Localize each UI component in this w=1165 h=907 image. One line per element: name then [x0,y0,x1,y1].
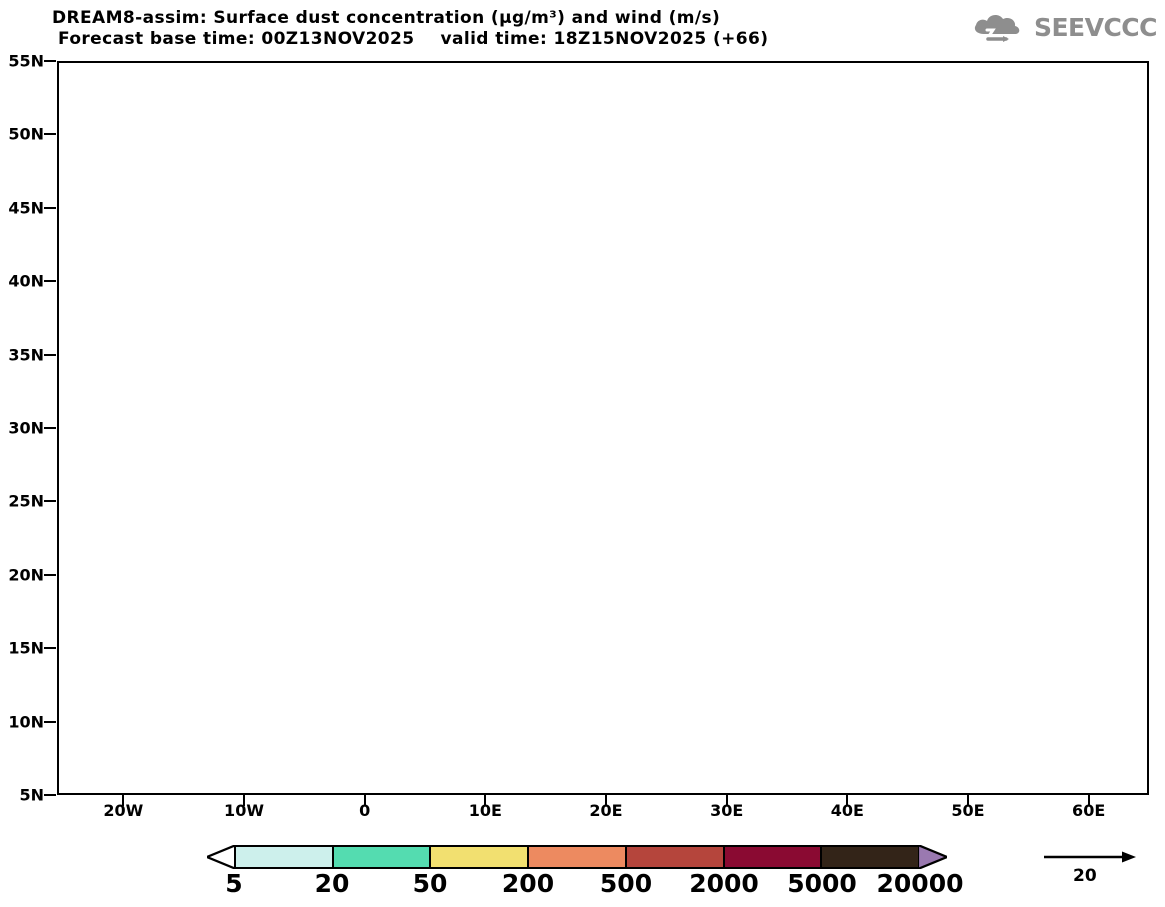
colorbar-swatch-50[interactable] [431,847,530,867]
wind-vector-icon [1044,851,1136,863]
lon-tick-label-50E: 50E [951,801,985,820]
colorbar-tick-5000: 5000 [787,869,857,898]
colorbar-tick-50: 50 [412,869,448,898]
lat-tick-mark [44,647,56,650]
lon-tick-label-20W: 20W [103,801,144,820]
colorbar-tick-5: 5 [225,869,243,898]
colorbar-tick-labels: 5 20 50 200 500 2000 5000 20000 [207,869,963,903]
map-border [57,61,1149,795]
lon-tick-mark [605,795,608,806]
lat-tick-label-50N: 50N [8,124,44,144]
lat-tick-mark [44,794,56,796]
lat-tick-label-55N: 55N [8,51,44,71]
lon-tick-mark [967,795,969,806]
chart-title-block: DREAM8-assim: Surface dust concentration… [52,8,1052,50]
colorbar-tick-2000: 2000 [689,869,759,898]
colorbar-swatch-5[interactable] [236,847,334,867]
lat-tick-label-20N: 20N [8,565,44,585]
colorbar-over-arrow [918,845,947,869]
colorbar-swatch-500[interactable] [626,847,725,867]
colorbar-under-arrow [207,845,236,869]
lat-tick-label-25N: 25N [8,491,44,511]
lon-tick-label-20E: 20E [589,801,623,820]
lon-tick-label-0: 0 [359,801,371,820]
lat-tick-label-45N: 45N [8,198,44,218]
lon-tick-label-10W: 10W [224,801,264,820]
lat-tick-label-35N: 35N [8,345,44,365]
lon-tick-mark [122,795,125,806]
lat-tick-mark [44,720,56,723]
colorbar[interactable] [207,845,947,869]
colorbar-swatch-200[interactable] [529,847,627,867]
lat-tick-mark [44,500,56,503]
lon-tick-label-10E: 10E [468,801,502,820]
lon-tick-mark [484,795,487,806]
lat-tick-label-40N: 40N [8,271,44,291]
lat-tick-mark [44,60,56,62]
logo-text: SEEVCCC [1033,12,1158,42]
lat-tick-label-5N: 5N [19,785,44,805]
lon-tick-mark [363,795,366,806]
colorbar-tick-20000: 20000 [876,869,964,898]
colorbar-tick-500: 500 [599,869,653,898]
lat-tick-mark [44,427,56,429]
colorbar-swatch-5000[interactable] [822,847,919,867]
lon-tick-label-40E: 40E [830,801,864,820]
lat-tick-mark [44,280,56,283]
lat-tick-mark [44,133,56,136]
lon-tick-mark [846,795,849,806]
title-line-2: Forecast base time: 00Z13NOV2025 valid ti… [52,29,1052,50]
lat-tick-mark [44,573,56,576]
lon-tick-label-30E: 30E [710,801,744,820]
colorbar-swatch-20[interactable] [333,847,432,867]
map-plot-area[interactable] [57,61,1149,795]
colorbar-tick-20: 20 [314,869,350,898]
cloud-wind-icon [974,15,1020,42]
colorbar-swatches[interactable] [234,845,920,869]
lat-tick-label-30N: 30N [8,418,44,438]
lat-tick-mark [44,206,56,209]
wind-scale-reference: 20 [1040,848,1150,896]
lon-tick-mark [725,795,728,806]
lon-tick-label-60E: 60E [1072,801,1106,820]
lon-tick-mark [1087,795,1090,806]
wind-scale-label: 20 [1073,866,1097,886]
forecast-valid-time: valid time: 18Z15NOV2025 (+66) [440,29,769,49]
colorbar-swatch-2000[interactable] [724,847,823,867]
lon-tick-mark [243,795,246,806]
lat-tick-mark [44,353,56,356]
forecast-base-time: Forecast base time: 00Z13NOV2025 [58,29,415,49]
lat-tick-label-10N: 10N [8,712,44,732]
title-line-1: DREAM8-assim: Surface dust concentration… [52,8,721,28]
seevccc-logo: SEEVCCC [970,10,1158,44]
colorbar-tick-200: 200 [501,869,555,898]
lat-tick-label-15N: 15N [8,638,44,658]
